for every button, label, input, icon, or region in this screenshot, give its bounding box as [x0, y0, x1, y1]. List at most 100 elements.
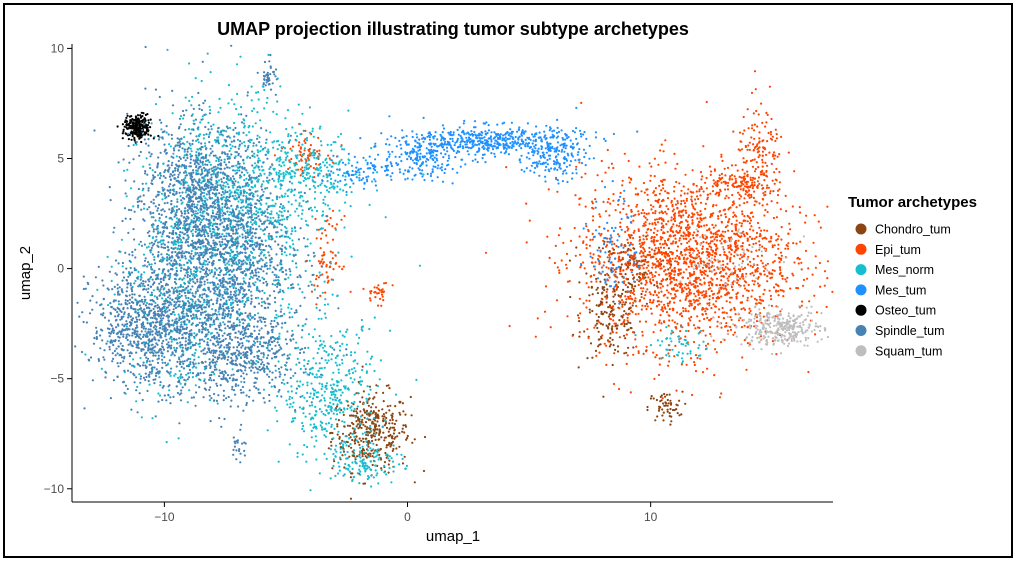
data-point — [705, 265, 709, 268]
data-point — [298, 406, 301, 409]
data-point — [597, 345, 600, 348]
data-point — [743, 197, 746, 200]
data-point — [277, 221, 280, 224]
data-point — [656, 199, 660, 202]
data-point — [737, 268, 740, 271]
data-point — [660, 283, 663, 286]
data-point — [304, 219, 307, 223]
data-point — [411, 441, 414, 444]
data-point — [767, 131, 770, 135]
data-point — [249, 221, 252, 224]
data-point — [740, 326, 744, 329]
data-point — [747, 185, 750, 188]
data-point — [665, 205, 668, 208]
data-point — [700, 283, 703, 286]
data-point — [308, 106, 311, 109]
data-point — [742, 161, 746, 164]
data-point — [337, 399, 340, 402]
data-point — [738, 175, 741, 178]
data-point — [672, 297, 675, 300]
data-point — [673, 219, 677, 223]
data-point — [725, 322, 728, 325]
data-point — [335, 409, 338, 412]
data-point — [761, 165, 764, 168]
data-point — [190, 150, 193, 153]
data-point — [612, 319, 615, 322]
data-point — [618, 336, 622, 339]
data-point — [650, 208, 653, 211]
data-point — [321, 254, 324, 257]
data-point — [655, 280, 658, 283]
data-point — [649, 307, 653, 310]
data-point — [710, 248, 713, 251]
data-point — [685, 199, 688, 202]
data-point — [776, 189, 780, 192]
data-point — [658, 407, 661, 410]
data-point — [733, 331, 737, 334]
data-point — [315, 274, 318, 277]
data-point — [751, 265, 754, 269]
data-point — [725, 194, 728, 197]
data-point — [587, 336, 590, 340]
data-point — [305, 136, 309, 140]
data-point — [350, 191, 353, 194]
data-point — [372, 476, 375, 479]
data-point — [318, 375, 321, 378]
data-point — [311, 404, 314, 407]
data-point — [612, 344, 615, 347]
data-point — [301, 324, 304, 327]
data-point — [315, 303, 318, 306]
data-point — [698, 190, 701, 193]
data-point — [268, 267, 271, 270]
data-point — [360, 439, 363, 442]
data-point — [235, 261, 238, 264]
data-point — [622, 197, 625, 200]
data-point — [736, 244, 739, 247]
data-point — [349, 476, 352, 479]
data-point — [632, 287, 635, 291]
data-point — [684, 173, 687, 176]
data-point — [674, 167, 677, 170]
data-point — [371, 463, 374, 467]
data-point — [683, 192, 686, 195]
data-point — [349, 354, 353, 357]
data-point — [293, 162, 296, 165]
data-point — [653, 263, 656, 266]
data-point — [343, 440, 346, 443]
data-point — [763, 229, 766, 232]
data-point — [231, 298, 234, 301]
data-point — [695, 190, 698, 193]
data-point — [763, 306, 766, 309]
data-point — [372, 448, 375, 451]
data-point — [304, 141, 307, 145]
data-point — [712, 339, 715, 342]
data-point — [646, 193, 649, 196]
data-point — [256, 134, 259, 137]
data-point — [684, 402, 687, 405]
data-point — [762, 192, 765, 195]
data-point — [691, 234, 695, 237]
data-point — [324, 316, 327, 319]
data-point — [693, 279, 696, 283]
data-point — [217, 318, 220, 321]
data-point — [640, 255, 643, 258]
data-point — [714, 305, 718, 308]
data-point — [676, 404, 679, 407]
data-point — [597, 315, 600, 319]
data-point — [366, 412, 369, 415]
data-point — [769, 130, 773, 134]
data-point — [750, 91, 754, 94]
data-point — [771, 269, 774, 272]
data-point — [690, 274, 693, 277]
data-point — [774, 128, 777, 131]
data-point — [746, 108, 749, 111]
data-point — [616, 345, 620, 348]
data-point — [625, 213, 628, 216]
data-point — [643, 250, 647, 253]
data-point — [667, 252, 670, 256]
data-point — [680, 242, 683, 245]
data-point — [687, 215, 690, 219]
data-point — [229, 254, 232, 258]
data-point — [725, 292, 728, 295]
data-point — [823, 270, 827, 273]
